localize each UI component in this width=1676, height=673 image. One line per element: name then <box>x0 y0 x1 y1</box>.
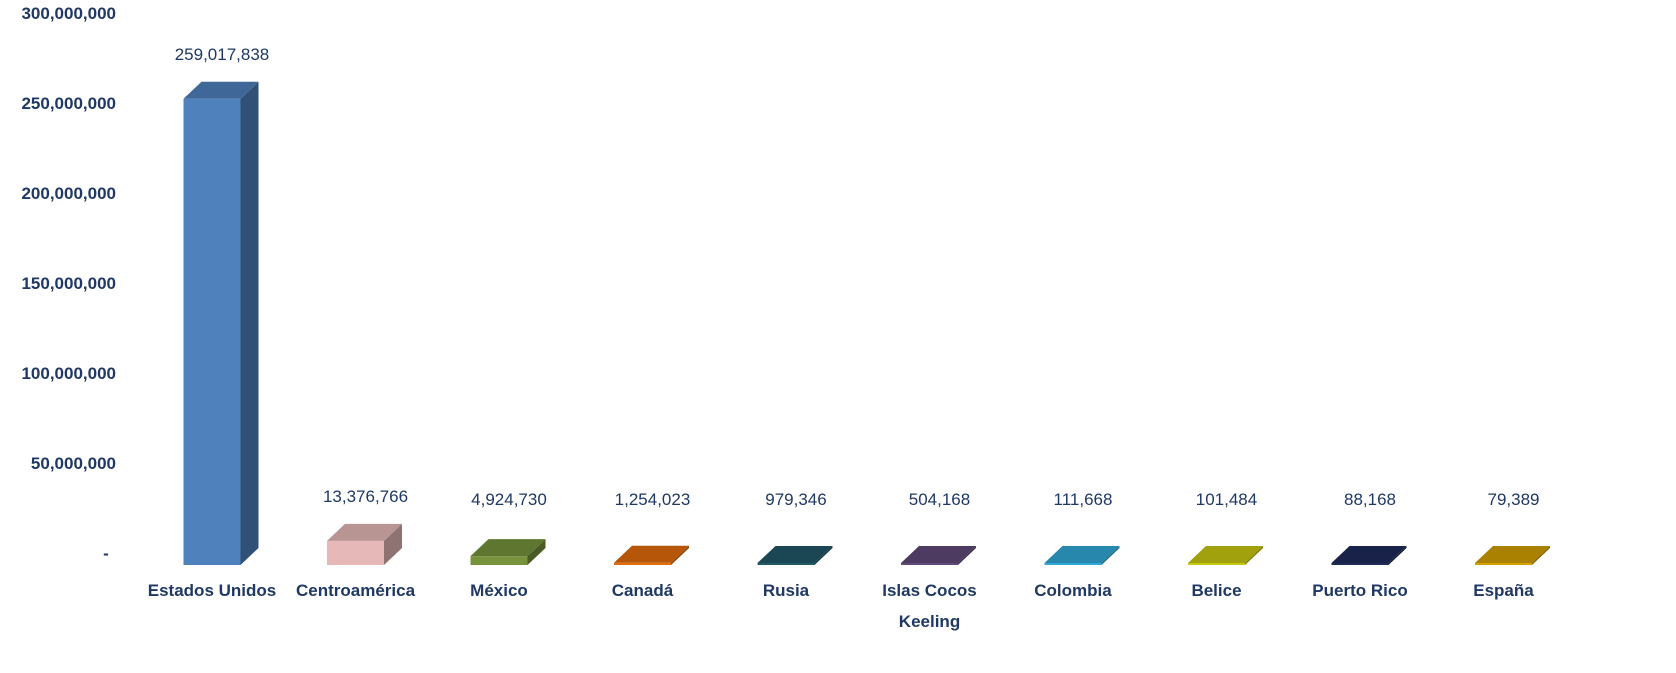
y-axis: - 50,000,000 100,000,000 150,000,000 200,000… <box>21 4 116 563</box>
y-tick-label: 300,000,000 <box>21 4 116 23</box>
bar <box>901 546 976 565</box>
bar-front <box>757 563 815 565</box>
bar <box>1475 546 1550 565</box>
bar-front <box>470 556 528 565</box>
data-label: 1,254,023 <box>615 490 691 509</box>
bar-front <box>614 562 671 565</box>
bar-top <box>901 546 976 563</box>
bar-side <box>814 546 833 565</box>
data-label: 4,924,730 <box>471 490 547 509</box>
bar <box>327 523 402 565</box>
bar-top <box>1188 546 1263 563</box>
bar-front <box>1044 563 1102 565</box>
bar <box>470 539 546 565</box>
bar-side <box>1101 546 1120 565</box>
bar-top <box>1331 546 1407 563</box>
bar-front <box>327 540 384 565</box>
bar-top <box>327 523 402 541</box>
bar-front <box>1475 563 1532 565</box>
bar <box>1331 546 1407 565</box>
bar-side <box>240 81 259 566</box>
y-tick-label: - <box>103 544 109 563</box>
bar-top <box>757 546 833 563</box>
data-label: 504,168 <box>909 490 970 509</box>
x-category-label: Islas Cocos Keeling <box>882 581 977 631</box>
x-category-label: Estados Unidos <box>148 581 276 600</box>
bar-side <box>671 545 689 565</box>
x-category-label: Puerto Rico <box>1312 581 1407 600</box>
y-tick-label: 100,000,000 <box>21 364 116 383</box>
bar-top <box>614 545 689 563</box>
bar-side <box>1532 546 1550 565</box>
data-label: 101,484 <box>1196 490 1257 509</box>
bar-front <box>1188 563 1245 565</box>
data-label: 13,376,766 <box>323 487 408 506</box>
data-label: 79,389 <box>1488 490 1540 509</box>
bar-side <box>1245 546 1263 565</box>
data-labels: 259,017,838 13,376,766 4,924,730 1,254,023 9… <box>175 45 1540 509</box>
bar-side <box>958 546 976 565</box>
bar-front <box>183 98 241 566</box>
bar-top <box>470 539 546 557</box>
x-category-label: Rusia <box>763 581 810 600</box>
bar-top <box>183 81 259 99</box>
bars <box>183 81 1550 566</box>
bar <box>1044 546 1120 565</box>
data-label: 979,346 <box>765 490 826 509</box>
y-tick-label: 200,000,000 <box>21 184 116 203</box>
y-tick-label: 150,000,000 <box>21 274 116 293</box>
bar-side <box>1388 546 1407 565</box>
bar-top <box>1044 546 1120 563</box>
bar <box>1188 546 1263 565</box>
y-tick-label: 50,000,000 <box>31 454 116 473</box>
bar <box>183 81 259 566</box>
bar-top <box>1475 546 1550 563</box>
bar-side <box>384 523 402 565</box>
x-category-label: México <box>470 581 528 600</box>
y-tick-label: 250,000,000 <box>21 94 116 113</box>
bar-front <box>901 563 958 565</box>
data-label: 111,668 <box>1054 490 1113 509</box>
data-label: 88,168 <box>1344 490 1396 509</box>
x-category-label: España <box>1473 581 1534 600</box>
x-category-label: Belice <box>1191 581 1241 600</box>
x-category-label: Colombia <box>1034 581 1112 600</box>
data-label: 259,017,838 <box>175 45 270 64</box>
bar-side <box>527 539 546 565</box>
bar <box>757 546 833 565</box>
bar <box>614 545 689 565</box>
x-category-label: Canadá <box>612 581 674 600</box>
x-axis: Estados Unidos Centroamérica México Canadá R… <box>148 581 1535 631</box>
bar-front <box>1331 563 1389 565</box>
x-category-label: Centroamérica <box>296 581 416 600</box>
